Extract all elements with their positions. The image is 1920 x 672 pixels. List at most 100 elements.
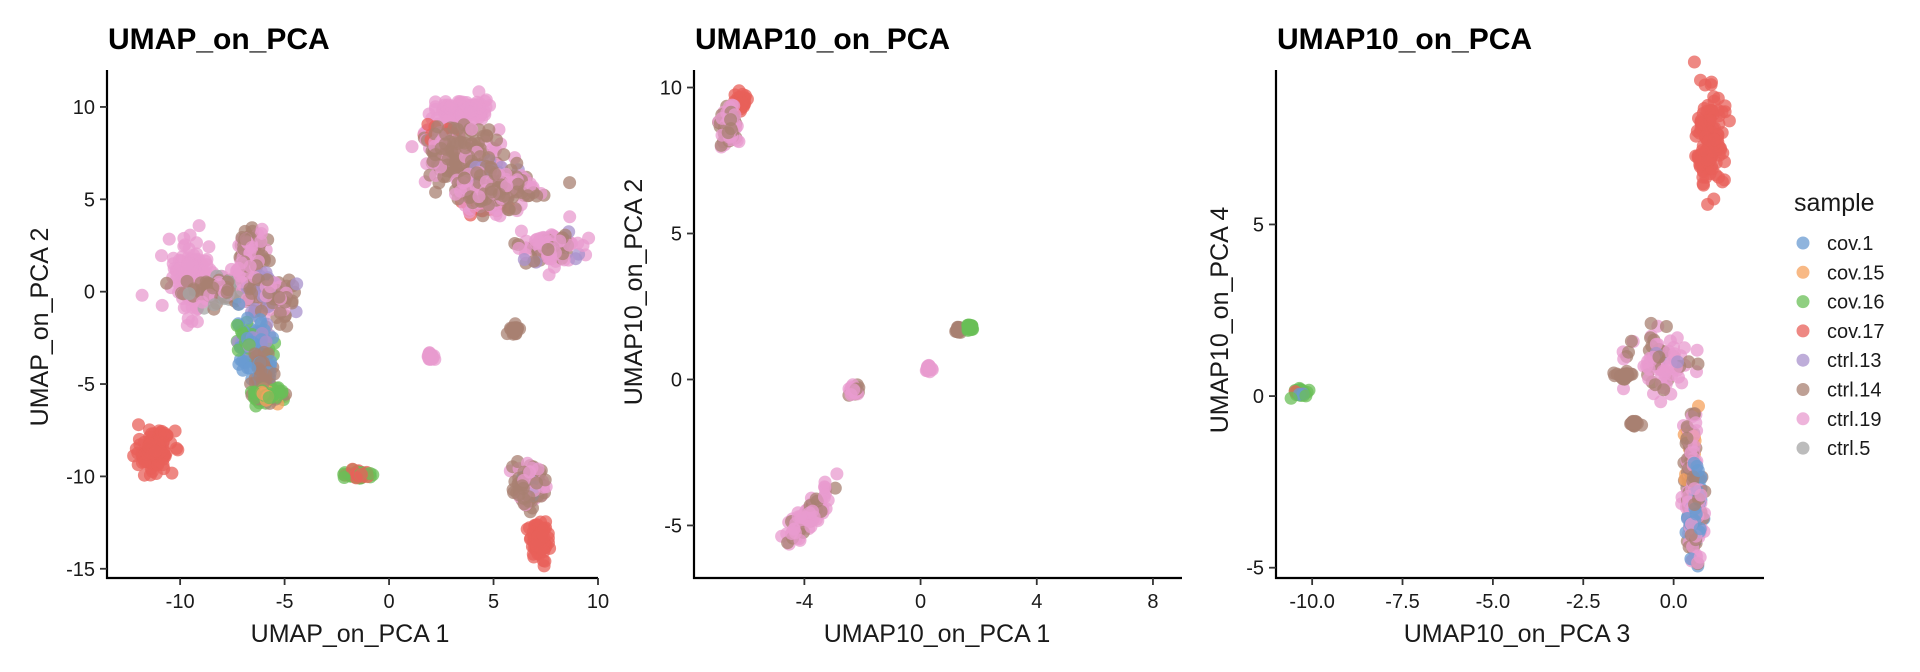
data-point [476, 209, 490, 223]
data-point [492, 187, 506, 201]
data-point [1644, 316, 1658, 330]
scatter-points [712, 84, 980, 551]
y-axis-label: UMAP10_on_PCA 4 [1206, 207, 1234, 434]
data-point [273, 306, 287, 320]
x-axis-label: UMAP_on_PCA 1 [251, 620, 450, 648]
legend-label: ctrl.14 [1827, 380, 1881, 402]
data-point [349, 471, 363, 485]
data-point [520, 522, 534, 536]
data-point [1707, 133, 1721, 147]
data-point [444, 99, 458, 113]
data-point [156, 458, 170, 472]
data-point [180, 274, 194, 288]
legend-item: cov.1 [1796, 233, 1873, 255]
data-point [482, 198, 496, 212]
scatter-points [1284, 55, 1736, 573]
data-point [132, 418, 145, 432]
data-point [149, 444, 162, 458]
data-point [428, 148, 442, 162]
data-point [1625, 416, 1639, 430]
data-point [787, 522, 801, 536]
x-tick-label: -7.5 [1385, 591, 1419, 613]
data-point [465, 122, 479, 136]
legend-label: cov.17 [1827, 321, 1884, 343]
data-point [521, 189, 535, 203]
data-point [137, 468, 151, 482]
panel-title: UMAP_on_PCA [108, 23, 330, 56]
axes: -10.0 -7.5 -5.0 -2.5 0.0 5 0 -5 [1246, 70, 1764, 613]
data-point [794, 509, 808, 523]
legend-marker [1796, 353, 1810, 367]
data-point [449, 187, 462, 201]
data-point [429, 185, 443, 199]
data-point [231, 343, 245, 357]
data-point [192, 219, 206, 233]
legend-label: cov.15 [1827, 262, 1884, 284]
x-tick-label: -10.0 [1289, 591, 1335, 613]
data-point [490, 133, 503, 147]
data-point [457, 171, 471, 185]
data-point [506, 483, 520, 497]
data-point [160, 276, 174, 290]
data-point [245, 286, 259, 300]
data-point [806, 504, 819, 518]
data-point [472, 190, 486, 204]
scatter-points [127, 85, 596, 573]
data-point [511, 455, 525, 468]
data-point [1675, 376, 1689, 390]
data-point [162, 232, 176, 246]
data-point [155, 249, 168, 263]
data-point [553, 234, 567, 248]
data-point [923, 365, 937, 379]
legend-label: cov.1 [1827, 233, 1873, 255]
data-point [1694, 488, 1708, 502]
data-point [182, 287, 196, 301]
data-point [450, 137, 464, 150]
data-point [207, 298, 221, 312]
data-point [1618, 368, 1632, 382]
data-point [405, 140, 419, 154]
data-point [1659, 320, 1673, 333]
legend-marker [1796, 383, 1810, 396]
data-point [220, 285, 234, 299]
y-tick-label: -5 [77, 374, 95, 396]
data-point [818, 490, 831, 504]
data-point [262, 391, 276, 405]
legend-marker [1796, 236, 1810, 250]
data-point [512, 241, 526, 255]
data-point [243, 259, 257, 273]
data-point [245, 240, 259, 254]
x-tick-label: 10 [587, 591, 609, 613]
data-point [818, 475, 832, 489]
data-point [135, 288, 149, 302]
y-tick-label: 10 [73, 97, 95, 119]
data-point [500, 179, 514, 193]
data-point [1694, 117, 1708, 131]
data-point [155, 298, 169, 312]
data-point [1652, 350, 1666, 364]
data-point [1671, 355, 1685, 369]
umap10-on-pca-panel-1: UMAP10_on_PCA -4 0 4 8 10 5 0 -5 UMAP10_on_PCA … [620, 23, 1182, 648]
x-tick-label: -4 [795, 591, 813, 613]
data-point [181, 257, 195, 271]
data-point [472, 85, 486, 99]
data-point [497, 148, 511, 162]
legend-marker [1796, 324, 1810, 338]
legend-item: ctrl.19 [1796, 409, 1881, 431]
data-point [275, 384, 289, 398]
data-point [1670, 331, 1684, 345]
data-point [563, 176, 577, 190]
data-point [541, 243, 555, 256]
data-point [538, 231, 552, 245]
data-point [1649, 337, 1663, 351]
x-tick-label: 5 [488, 591, 499, 613]
x-tick-label: -5.0 [1476, 591, 1510, 613]
data-point [241, 311, 255, 325]
y-tick-label: -10 [66, 466, 95, 488]
data-point [202, 240, 216, 254]
data-point [1684, 528, 1698, 542]
legend-item: cov.16 [1796, 292, 1884, 314]
data-point [200, 258, 214, 272]
data-point [180, 319, 194, 332]
